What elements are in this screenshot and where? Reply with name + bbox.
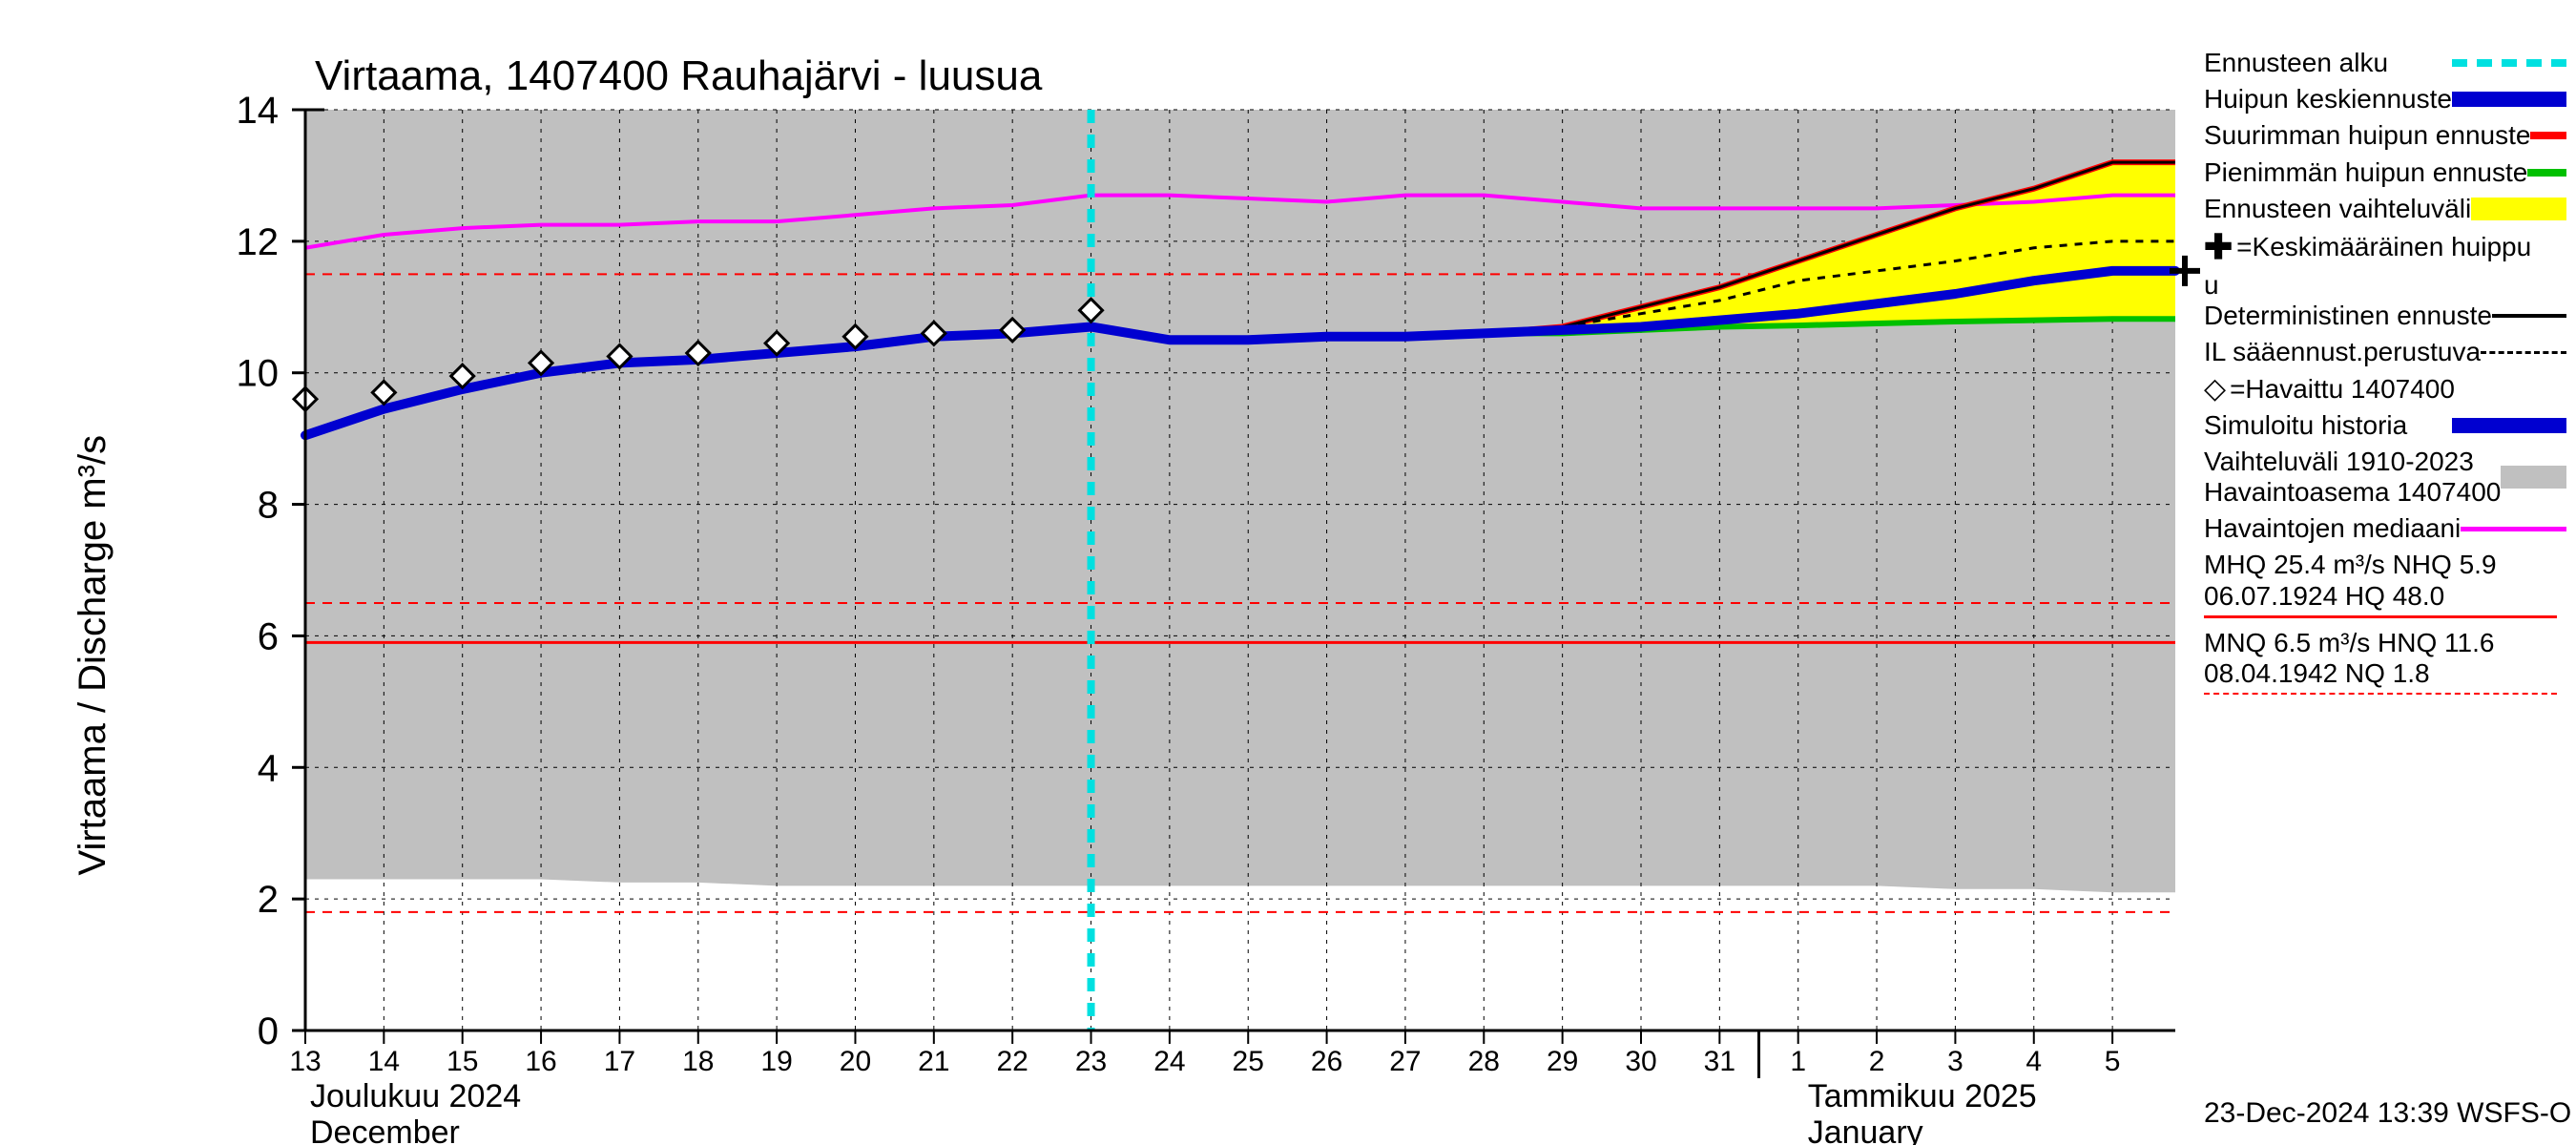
legend-label: Simuloitu historia xyxy=(2204,410,2407,441)
x-tick-label: 20 xyxy=(840,1046,871,1077)
month-label-left-fi: Joulukuu 2024 xyxy=(310,1078,521,1114)
discharge-chart: 0246810121413141516171819202122232425262… xyxy=(0,0,2576,1145)
x-tick-label: 27 xyxy=(1389,1046,1421,1077)
legend-swatch xyxy=(2527,169,2566,177)
legend-stat-line xyxy=(2204,615,2557,618)
x-tick-label: 4 xyxy=(2025,1046,2042,1077)
y-tick-label: 14 xyxy=(237,90,280,132)
legend-label: Suurimman huipun ennuste xyxy=(2204,120,2530,151)
legend-swatch xyxy=(2481,351,2566,354)
legend-swatch xyxy=(2471,198,2566,220)
y-tick-label: 2 xyxy=(258,879,279,921)
x-tick-label: 17 xyxy=(604,1046,635,1077)
y-tick-label: 0 xyxy=(258,1010,279,1052)
y-tick-label: 8 xyxy=(258,485,279,527)
month-label-right-en: January xyxy=(1808,1114,1923,1145)
legend-label: Vaihteluväli 1910-2023 Havaintoasema 140… xyxy=(2204,447,2501,508)
legend-swatch xyxy=(2452,92,2566,107)
legend: Ennusteen alku Huipun keskiennuste Suurimm… xyxy=(2204,48,2566,704)
legend-swatch xyxy=(2492,314,2566,318)
x-tick-label: 19 xyxy=(760,1046,792,1077)
x-tick-label: 16 xyxy=(525,1046,556,1077)
legend-label: Deterministinen ennuste xyxy=(2204,301,2492,331)
x-tick-label: 30 xyxy=(1625,1046,1656,1077)
month-label-right-fi: Tammikuu 2025 xyxy=(1808,1078,2037,1114)
x-tick-label: 23 xyxy=(1075,1046,1107,1077)
x-tick-label: 5 xyxy=(2105,1046,2121,1077)
legend-label: IL sääennust.perustuva xyxy=(2204,337,2481,367)
legend-swatch xyxy=(2461,527,2566,531)
legend-label: =Havaittu 1407400 xyxy=(2230,374,2455,405)
legend-label: Huipun keskiennuste xyxy=(2204,84,2452,114)
x-tick-label: 13 xyxy=(289,1046,321,1077)
x-tick-label: 21 xyxy=(918,1046,949,1077)
legend-stats: MHQ 25.4 m³/s NHQ 5.906.07.1924 HQ 48.0 xyxy=(2204,550,2566,611)
y-tick-label: 6 xyxy=(258,615,279,657)
x-tick-label: 28 xyxy=(1468,1046,1500,1077)
legend-label: Ennusteen alku xyxy=(2204,48,2388,78)
legend-stat-line xyxy=(2204,693,2557,695)
y-tick-label: 4 xyxy=(258,747,279,789)
legend-label: Ennusteen vaihteluväli xyxy=(2204,194,2471,224)
x-tick-label: 15 xyxy=(447,1046,478,1077)
legend-swatch xyxy=(2452,59,2566,67)
legend-swatch xyxy=(2530,132,2566,139)
y-tick-label: 12 xyxy=(237,221,280,263)
legend-swatch xyxy=(2452,418,2566,433)
chart-title: Virtaama, 1407400 Rauhajärvi - luusua xyxy=(315,52,1042,100)
x-tick-label: 26 xyxy=(1311,1046,1342,1077)
x-tick-label: 2 xyxy=(1869,1046,1885,1077)
x-tick-label: 25 xyxy=(1233,1046,1264,1077)
legend-label: =Keskimääräinen huippu xyxy=(2236,232,2531,262)
month-label-left-en: December xyxy=(310,1114,460,1145)
legend-label: Pienimmän huipun ennuste xyxy=(2204,157,2527,188)
timestamp-label: 23-Dec-2024 13:39 WSFS-O xyxy=(2204,1097,2571,1130)
y-tick-label: 10 xyxy=(237,353,280,395)
legend-stats: MNQ 6.5 m³/s HNQ 11.608.04.1942 NQ 1.8 xyxy=(2204,628,2566,689)
x-tick-label: 3 xyxy=(1947,1046,1963,1077)
legend-swatch xyxy=(2501,466,2566,489)
x-tick-label: 31 xyxy=(1704,1046,1735,1077)
plus-icon: ✚ xyxy=(2204,230,2233,264)
x-tick-label: 24 xyxy=(1153,1046,1185,1077)
legend-label-cont: u xyxy=(2204,270,2566,301)
x-tick-label: 29 xyxy=(1547,1046,1578,1077)
legend-label: Havaintojen mediaani xyxy=(2204,513,2461,544)
x-tick-label: 14 xyxy=(368,1046,400,1077)
y-axis-label: Virtaama / Discharge m³/s xyxy=(72,435,114,876)
x-tick-label: 1 xyxy=(1790,1046,1806,1077)
x-tick-label: 18 xyxy=(682,1046,714,1077)
diamond-icon: ◇ xyxy=(2204,375,2226,404)
x-tick-label: 22 xyxy=(996,1046,1028,1077)
